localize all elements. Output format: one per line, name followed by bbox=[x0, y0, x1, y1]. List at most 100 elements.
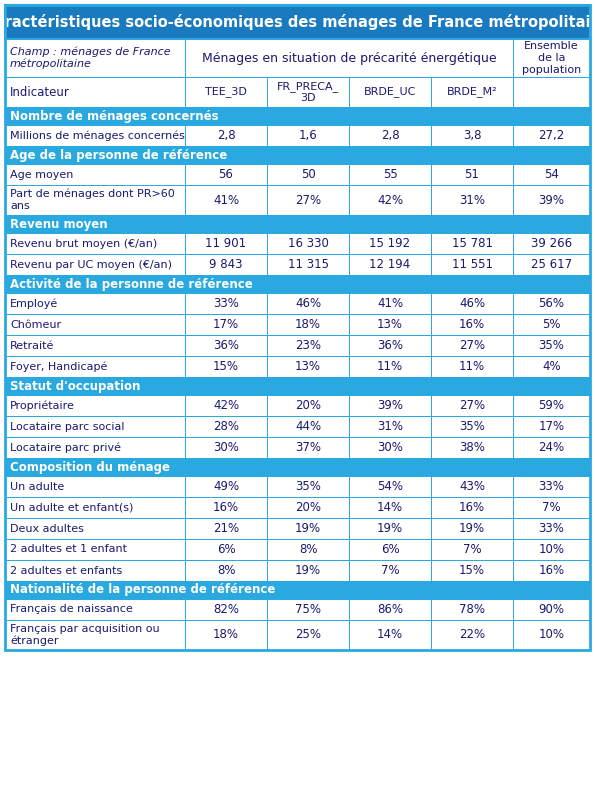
Text: 19%: 19% bbox=[295, 564, 321, 577]
Text: Retraité: Retraité bbox=[10, 341, 54, 350]
Bar bbox=[431, 77, 513, 107]
Bar bbox=[185, 335, 267, 356]
Text: 18%: 18% bbox=[295, 318, 321, 331]
Text: Indicateur: Indicateur bbox=[10, 85, 70, 99]
Bar bbox=[349, 539, 431, 560]
Text: 12 194: 12 194 bbox=[369, 258, 411, 271]
Bar bbox=[5, 185, 185, 215]
Bar bbox=[349, 164, 431, 185]
Bar bbox=[431, 164, 513, 185]
Text: 27%: 27% bbox=[459, 399, 485, 412]
Bar bbox=[349, 125, 431, 146]
Text: Locataire parc privé: Locataire parc privé bbox=[10, 443, 121, 453]
Bar bbox=[431, 416, 513, 437]
Text: 49%: 49% bbox=[213, 480, 239, 493]
Bar bbox=[267, 476, 349, 497]
Text: 31%: 31% bbox=[459, 193, 485, 207]
Bar bbox=[5, 377, 590, 395]
Bar bbox=[5, 476, 185, 497]
Text: 11 551: 11 551 bbox=[452, 258, 493, 271]
Bar bbox=[5, 356, 185, 377]
Text: 78%: 78% bbox=[459, 603, 485, 616]
Bar bbox=[5, 164, 185, 185]
Bar bbox=[267, 356, 349, 377]
Text: Revenu brut moyen (€/an): Revenu brut moyen (€/an) bbox=[10, 238, 157, 249]
Bar bbox=[513, 395, 590, 416]
Text: 20%: 20% bbox=[295, 399, 321, 412]
Text: 16 330: 16 330 bbox=[287, 237, 328, 250]
Bar bbox=[5, 620, 185, 650]
Text: Ensemble
de la
population: Ensemble de la population bbox=[522, 41, 581, 75]
Text: 8%: 8% bbox=[217, 564, 235, 577]
Bar bbox=[185, 560, 267, 581]
Text: 86%: 86% bbox=[377, 603, 403, 616]
Text: 28%: 28% bbox=[213, 420, 239, 433]
Bar bbox=[513, 518, 590, 539]
Bar bbox=[513, 39, 590, 77]
Bar bbox=[5, 518, 185, 539]
Text: 33%: 33% bbox=[538, 522, 565, 535]
Bar bbox=[185, 39, 513, 77]
Bar bbox=[349, 233, 431, 254]
Text: Foyer, Handicapé: Foyer, Handicapé bbox=[10, 361, 107, 372]
Text: 10%: 10% bbox=[538, 629, 565, 641]
Text: 1,6: 1,6 bbox=[299, 129, 317, 142]
Bar bbox=[513, 254, 590, 275]
Bar bbox=[267, 164, 349, 185]
Bar bbox=[5, 107, 590, 125]
Text: 30%: 30% bbox=[377, 441, 403, 454]
Text: 46%: 46% bbox=[459, 297, 485, 310]
Text: 27%: 27% bbox=[295, 193, 321, 207]
Text: 75%: 75% bbox=[295, 603, 321, 616]
Text: 33%: 33% bbox=[538, 480, 565, 493]
Bar bbox=[513, 293, 590, 314]
Text: Nombre de ménages concernés: Nombre de ménages concernés bbox=[10, 110, 218, 122]
Bar bbox=[267, 620, 349, 650]
Bar bbox=[185, 125, 267, 146]
Bar bbox=[267, 416, 349, 437]
Bar bbox=[185, 476, 267, 497]
Text: Chômeur: Chômeur bbox=[10, 320, 61, 330]
Bar bbox=[185, 599, 267, 620]
Text: 2,8: 2,8 bbox=[381, 129, 399, 142]
Text: Part de ménages dont PR>60
ans: Part de ménages dont PR>60 ans bbox=[10, 189, 175, 211]
Bar bbox=[431, 293, 513, 314]
Bar bbox=[431, 125, 513, 146]
Bar bbox=[267, 233, 349, 254]
Text: BRDE_UC: BRDE_UC bbox=[364, 87, 416, 98]
Text: 54%: 54% bbox=[377, 480, 403, 493]
Bar bbox=[513, 233, 590, 254]
Bar bbox=[5, 254, 185, 275]
Bar bbox=[349, 254, 431, 275]
Bar bbox=[513, 599, 590, 620]
Bar bbox=[431, 518, 513, 539]
Bar bbox=[349, 476, 431, 497]
Bar bbox=[431, 620, 513, 650]
Text: Deux adultes: Deux adultes bbox=[10, 523, 84, 533]
Bar bbox=[267, 539, 349, 560]
Bar bbox=[431, 497, 513, 518]
Text: 41%: 41% bbox=[213, 193, 239, 207]
Bar bbox=[185, 395, 267, 416]
Bar bbox=[349, 185, 431, 215]
Bar bbox=[513, 185, 590, 215]
Bar bbox=[185, 77, 267, 107]
Bar bbox=[5, 437, 185, 458]
Text: 19%: 19% bbox=[459, 522, 485, 535]
Bar bbox=[431, 437, 513, 458]
Bar bbox=[267, 560, 349, 581]
Text: 35%: 35% bbox=[538, 339, 565, 352]
Bar bbox=[431, 356, 513, 377]
Bar bbox=[513, 335, 590, 356]
Text: 15%: 15% bbox=[213, 360, 239, 373]
Bar bbox=[513, 560, 590, 581]
Text: 90%: 90% bbox=[538, 603, 565, 616]
Text: 39%: 39% bbox=[377, 399, 403, 412]
Text: 16%: 16% bbox=[459, 501, 485, 514]
Text: 10%: 10% bbox=[538, 543, 565, 556]
Bar bbox=[5, 581, 590, 599]
Bar bbox=[513, 164, 590, 185]
Bar bbox=[349, 560, 431, 581]
Bar bbox=[267, 497, 349, 518]
Text: 11 315: 11 315 bbox=[287, 258, 328, 271]
